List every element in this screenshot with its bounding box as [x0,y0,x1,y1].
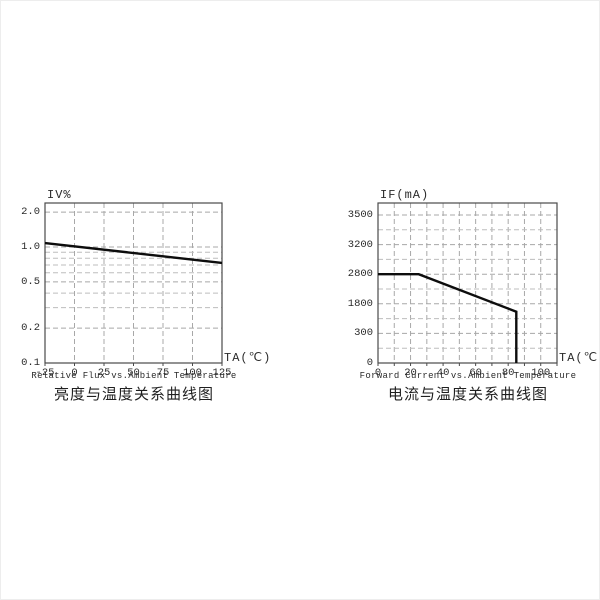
y-tick-label: 3200 [347,238,373,251]
x-tick-label: 0 [71,367,78,379]
x-tick-label: 50 [127,367,140,379]
x-tick-label: 40 [436,367,450,379]
x-tick-label: -25 [35,367,55,379]
x-tick-label: 80 [501,367,515,379]
flux-x-axis-unit: TA(℃) [224,351,272,365]
x-tick-label: 25 [97,367,111,379]
y-tick-label: 2.0 [21,206,40,219]
flux-title-chinese: 亮度与温度关系曲线图 [53,386,215,403]
y-tick-label: 0 [366,357,373,369]
current-title-english: Forward Current vs.Ambient Temperature [359,371,577,381]
flux-y-axis-unit: IV% [47,188,72,202]
x-tick-label: 75 [156,367,170,379]
y-tick-label: 2800 [347,268,373,281]
x-tick-label: 60 [469,367,482,379]
y-tick-label: 0.2 [21,322,40,335]
x-tick-label: 100 [183,367,202,379]
y-tick-label: 1800 [347,297,373,310]
x-tick-label: 20 [404,367,417,379]
current-x-axis-unit: TA(℃) [559,351,600,365]
y-tick-label: 0.1 [21,357,40,369]
y-tick-label: 1.0 [21,241,40,253]
forward-current-curve [378,273,518,363]
x-tick-label: 125 [212,367,232,379]
y-tick-label: 3500 [347,209,373,221]
current-y-axis-unit: IF(mA) [380,188,430,202]
y-tick-label: 300 [354,327,373,340]
relative-flux-curve [44,241,223,265]
flux-title-english: Relative Flux vs.Ambient Temperature [31,371,237,381]
x-tick-label: 100 [531,367,551,379]
current-title-chinese: 电流与温度关系曲线图 [387,386,549,403]
y-tick-label: 0.5 [21,275,40,288]
x-tick-label: 0 [374,367,382,379]
